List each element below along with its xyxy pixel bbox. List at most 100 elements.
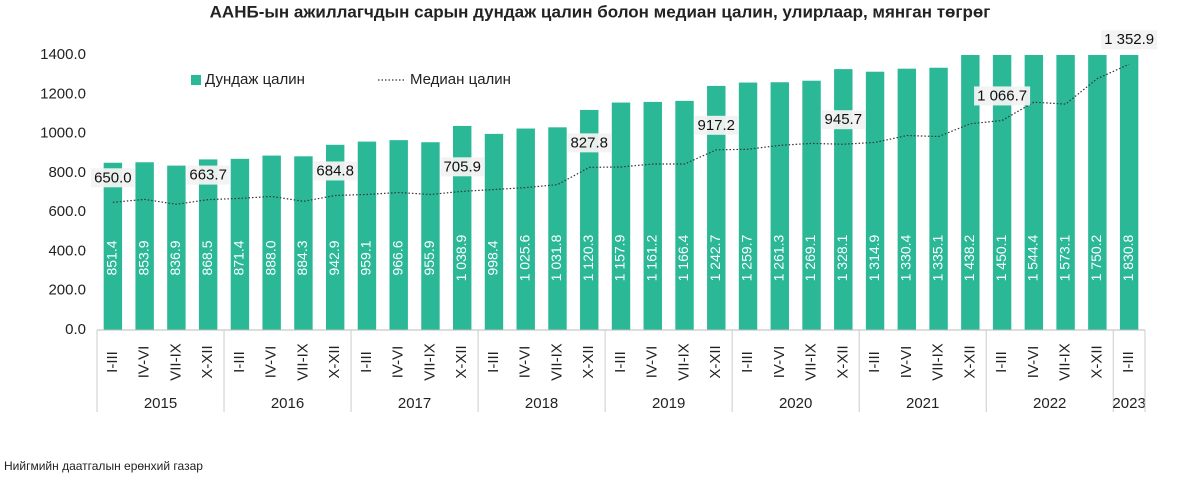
- bar-value-label: 966.6: [389, 240, 405, 275]
- x-tick-label: IV-VI: [898, 346, 915, 379]
- bar: [548, 127, 567, 330]
- x-tick-label: VII-IX: [167, 343, 184, 381]
- x-tick-label: I-III: [104, 351, 121, 373]
- bar: [929, 67, 948, 330]
- x-tick-label: VII-IX: [1057, 343, 1074, 381]
- x-tick-label: IV-VI: [263, 346, 280, 379]
- bar-value-label: 1 261.3: [770, 234, 786, 281]
- x-tick-label: X-XII: [580, 345, 597, 378]
- bar: [453, 125, 472, 330]
- x-tick-label: X-XII: [707, 345, 724, 378]
- y-tick-label: 800.0: [48, 164, 86, 181]
- year-label: 2016: [271, 395, 304, 412]
- bar: [167, 165, 186, 330]
- x-tick-label: X-XII: [1088, 345, 1105, 378]
- bar: [580, 109, 599, 330]
- x-tick-label: IV-VI: [136, 346, 153, 379]
- median-label-box: [974, 86, 1031, 106]
- median-label-box: [313, 161, 357, 181]
- median-value-label: 684.8: [316, 162, 354, 179]
- bar: [865, 71, 885, 330]
- x-tick-label: I-III: [485, 351, 502, 373]
- legend-label: Дундаж цалин: [205, 71, 305, 88]
- x-tick-label: I-III: [612, 351, 629, 373]
- chart-title: ААНБ-ын ажиллагчдын сарын дундаж цалин б…: [210, 2, 991, 21]
- bar-value-label: 1 025.6: [516, 234, 532, 281]
- bar-value-label: 836.9: [167, 240, 183, 275]
- bar: [611, 102, 631, 330]
- year-label: 2023: [1112, 395, 1145, 412]
- bar-value-label: 1 830.8: [1120, 234, 1136, 281]
- x-tick-label: I-III: [739, 351, 756, 373]
- bar-value-label: 1 750.2: [1088, 234, 1104, 281]
- year-label: 2020: [779, 395, 812, 412]
- bar: [294, 156, 313, 330]
- x-tick-label: I-III: [231, 351, 248, 373]
- year-label: 2017: [398, 395, 431, 412]
- median-label-box: [91, 168, 135, 188]
- bar-value-label: 942.9: [326, 240, 342, 275]
- bar: [770, 82, 789, 330]
- x-tick-label: VII-IX: [421, 343, 438, 381]
- bar: [325, 144, 345, 330]
- year-label: 2015: [144, 395, 177, 412]
- bar-value-label: 1 038.9: [453, 234, 469, 281]
- bar: [802, 80, 821, 330]
- bar: [198, 159, 218, 330]
- bar-value-label: 1 031.8: [548, 234, 564, 281]
- bar: [675, 100, 694, 330]
- bar: [230, 158, 250, 330]
- bar-value-label: 959.1: [358, 240, 374, 275]
- bar: [834, 69, 853, 330]
- x-tick-label: VII-IX: [548, 343, 565, 381]
- year-label: 2022: [1033, 395, 1066, 412]
- bar-value-label: 1 166.4: [675, 234, 691, 281]
- bar: [1056, 55, 1075, 330]
- x-tick-label: IV-VI: [644, 346, 661, 379]
- bar: [421, 142, 440, 330]
- median-value-label: 705.9: [443, 158, 481, 175]
- x-tick-label: VII-IX: [803, 343, 820, 381]
- median-label-box: [1101, 30, 1158, 50]
- bar-value-label: 1 314.9: [866, 234, 882, 281]
- median-value-label: 945.7: [825, 111, 863, 128]
- bar: [1088, 55, 1107, 330]
- x-tick-label: I-III: [993, 351, 1010, 373]
- y-tick-label: 200.0: [48, 282, 86, 299]
- bar: [103, 162, 123, 330]
- bar-value-label: 1 120.3: [580, 234, 596, 281]
- median-value-label: 827.8: [570, 134, 608, 151]
- x-tick-label: X-XII: [834, 345, 851, 378]
- y-tick-label: 1000.0: [40, 125, 86, 142]
- bar-value-label: 1 330.4: [898, 234, 914, 281]
- y-tick-label: 0.0: [65, 321, 86, 338]
- y-tick-label: 1200.0: [40, 85, 86, 102]
- x-tick-label: VII-IX: [930, 343, 947, 381]
- legend-swatch: [191, 75, 201, 85]
- bar: [262, 155, 281, 330]
- bar: [1024, 55, 1044, 330]
- x-tick-label: VII-IX: [675, 343, 692, 381]
- bar-value-label: 1 269.1: [802, 234, 818, 281]
- x-tick-label: X-XII: [199, 345, 216, 378]
- bar-value-label: 868.5: [199, 240, 215, 275]
- x-tick-label: I-III: [358, 351, 375, 373]
- median-value-label: 917.2: [697, 117, 735, 134]
- bar: [1119, 55, 1139, 330]
- bars: [103, 55, 1139, 330]
- bar-value-label: 1 161.2: [643, 234, 659, 281]
- median-value-label: 1 352.9: [1104, 31, 1154, 48]
- x-tick-label: IV-VI: [771, 346, 788, 379]
- median-label-box: [821, 110, 866, 130]
- bar: [897, 68, 917, 330]
- bar: [135, 162, 154, 330]
- bar-value-label: 1 328.1: [834, 234, 850, 281]
- x-tick-label: X-XII: [961, 345, 978, 378]
- bar-value-label: 1 242.7: [707, 234, 723, 281]
- x-tick-label: X-XII: [326, 345, 343, 378]
- source-note: Нийгмийн даатгалын ерөнхий газар: [4, 459, 203, 473]
- bar-value-label: 1 157.9: [612, 234, 628, 281]
- year-label: 2018: [525, 395, 558, 412]
- y-tick-label: 1400.0: [40, 46, 86, 63]
